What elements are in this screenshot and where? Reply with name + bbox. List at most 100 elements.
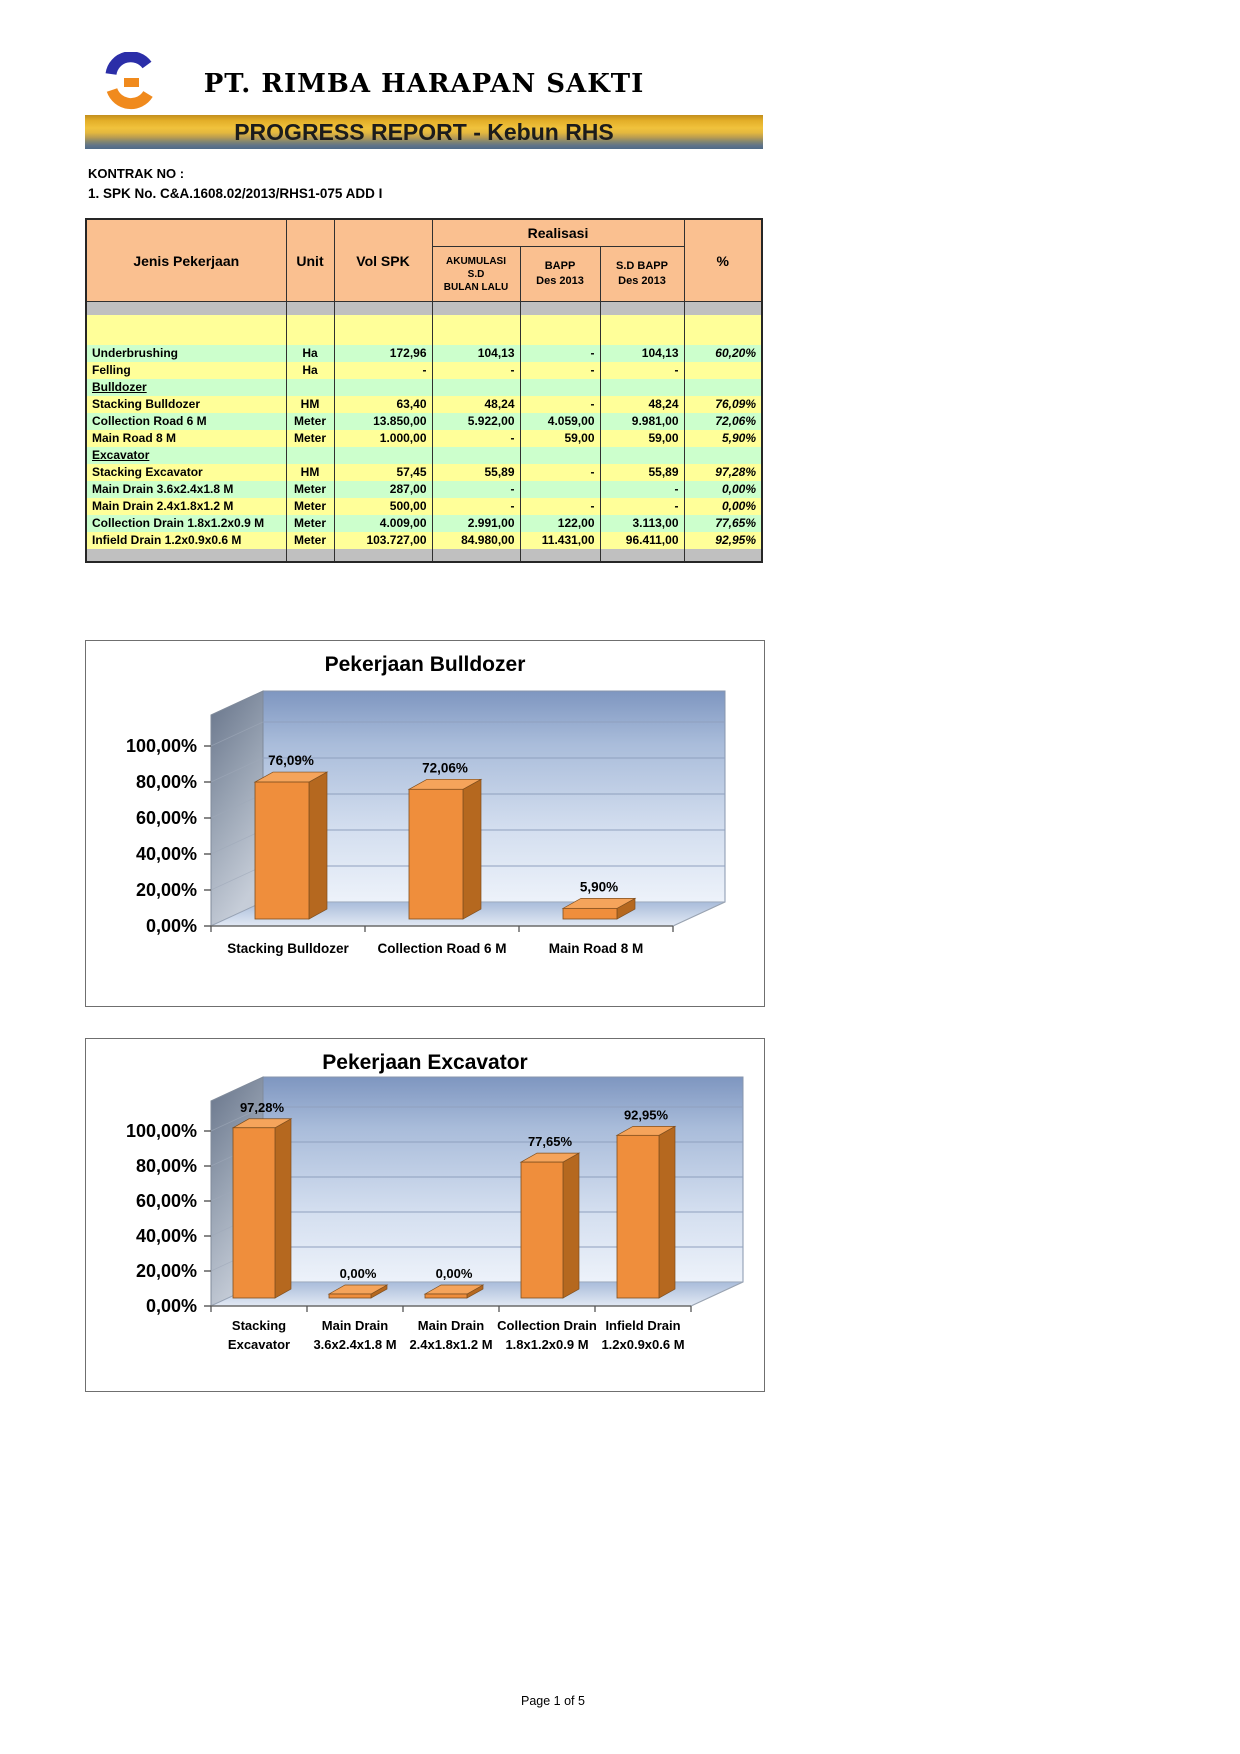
svg-text:Main Drain: Main Drain <box>322 1318 389 1333</box>
cell: Meter <box>285 497 335 515</box>
col-header-jenis-pekerjaan: Jenis Pekerjaan <box>85 218 287 302</box>
cell: Stacking Bulldozer <box>85 395 287 413</box>
report-banner: PROGRESS REPORT - Kebun RHS <box>85 115 763 149</box>
cell <box>519 378 601 396</box>
table-row: Underbrushing Ha 172,96 104,13-104,13 60,20% <box>85 344 763 362</box>
cell <box>285 446 335 464</box>
cell: Excavator <box>85 446 287 464</box>
svg-text:100,00%: 100,00% <box>126 1121 197 1141</box>
svg-text:Main Drain: Main Drain <box>418 1318 485 1333</box>
bar: 97,28% <box>231 1100 293 1299</box>
cell <box>431 548 521 562</box>
bar: 77,65% <box>519 1134 581 1299</box>
cell: Meter <box>285 514 335 532</box>
cell: 4.059,00 <box>519 412 601 430</box>
cell: - <box>599 361 685 379</box>
table-row: Main Road 8 M Meter 1.000,00-59,00 59,00 5,9… <box>85 429 763 447</box>
cell: Stacking Excavator <box>85 463 287 481</box>
cell: Ha <box>285 361 335 379</box>
excavator-chart-canvas: 0,00% 20,00% 40,00% 60,00% 80,00% 100,00% 97,2… <box>126 1076 744 1352</box>
bar-value-label: 0,00% <box>340 1266 377 1281</box>
cell <box>333 446 433 464</box>
cell: 2.991,00 <box>431 514 521 532</box>
cell: 122,00 <box>519 514 601 532</box>
cell: - <box>431 361 521 379</box>
bar: 76,09% <box>253 753 329 920</box>
table-row: Felling Ha - - - - <box>85 361 763 379</box>
svg-text:80,00%: 80,00% <box>136 772 197 792</box>
cell: Meter <box>285 480 335 498</box>
bulldozer-chart-canvas: 0,00% 20,00% 40,00% 60,00% 80,00% 100,00% 76,0… <box>126 690 726 956</box>
bulldozer-chart: 0,00% 20,00% 40,00% 60,00% 80,00% 100,00% 76,0… <box>85 640 765 1007</box>
cell: 0,00% <box>683 480 763 498</box>
cell: 59,00 <box>519 429 601 447</box>
col-header-realisasi: Realisasi <box>431 218 685 247</box>
col-header-vol-spk: Vol SPK <box>333 218 433 302</box>
spacer-row <box>85 301 763 315</box>
cell: 96.411,00 <box>599 531 685 549</box>
cell <box>599 301 685 315</box>
cell <box>431 314 521 345</box>
cell: 103.727,00 <box>333 531 433 549</box>
cell: 77,65% <box>683 514 763 532</box>
svg-text:Collection Drain: Collection Drain <box>497 1318 597 1333</box>
svg-text:100,00%: 100,00% <box>126 736 197 756</box>
cell <box>683 446 763 464</box>
bar-value-label: 92,95% <box>624 1107 669 1122</box>
bar: 5,90% <box>561 879 637 920</box>
svg-text:Stacking Bulldozer: Stacking Bulldozer <box>227 941 349 956</box>
svg-text:3.6x2.4x1.8 M: 3.6x2.4x1.8 M <box>313 1337 396 1352</box>
svg-text:1.2x0.9x0.6 M: 1.2x0.9x0.6 M <box>601 1337 684 1352</box>
cell: - <box>431 480 521 498</box>
cell <box>683 361 763 379</box>
cell: - <box>519 497 601 515</box>
table-row: Main Drain 3.6x2.4x1.8 M Meter 287,00- -0,0… <box>85 480 763 498</box>
cell: 57,45 <box>333 463 433 481</box>
table-row <box>85 314 763 345</box>
cell: - <box>431 429 521 447</box>
cell: - <box>333 361 433 379</box>
kontrak-number: 1. SPK No. C&A.1608.02/2013/RHS1-075 ADD… <box>88 186 383 201</box>
svg-text:2.4x1.8x1.2 M: 2.4x1.8x1.2 M <box>409 1337 492 1352</box>
cell: - <box>519 395 601 413</box>
cell: 55,89 <box>431 463 521 481</box>
cell <box>599 446 685 464</box>
cell: HM <box>285 463 335 481</box>
cell <box>599 314 685 345</box>
table-row: Bulldozer <box>85 378 763 396</box>
category-axis <box>210 1281 744 1312</box>
col-header-percent: % <box>683 218 763 302</box>
category-axis <box>210 901 726 932</box>
cell: Infield Drain 1.2x0.9x0.6 M <box>85 531 287 549</box>
cell: 5,90% <box>683 429 763 447</box>
bar: 0,00% <box>327 1266 389 1299</box>
cell: - <box>519 361 601 379</box>
cell: 9.981,00 <box>599 412 685 430</box>
cell <box>285 314 335 345</box>
svg-text:Stacking: Stacking <box>232 1318 286 1333</box>
cell <box>519 548 601 562</box>
svg-text:Collection Road 6 M: Collection Road 6 M <box>377 941 506 956</box>
company-title: PT. RIMBA HARAPAN SAKTI <box>203 69 645 99</box>
bar-value-label: 77,65% <box>528 1134 573 1149</box>
cell: 59,00 <box>599 429 685 447</box>
cell <box>431 378 521 396</box>
svg-text:60,00%: 60,00% <box>136 808 197 828</box>
cell: 72,06% <box>683 412 763 430</box>
cell: - <box>519 463 601 481</box>
cell: 63,40 <box>333 395 433 413</box>
bar-value-label: 72,06% <box>422 760 468 775</box>
cell: 3.113,00 <box>599 514 685 532</box>
cell <box>519 301 601 315</box>
y-axis: 0,00% 20,00% 40,00% 60,00% 80,00% 100,00% <box>126 1121 211 1316</box>
cell <box>285 378 335 396</box>
cell: 104,13 <box>599 344 685 362</box>
company-logo-icon <box>105 52 153 110</box>
bar: 72,06% <box>407 760 483 920</box>
svg-text:0,00%: 0,00% <box>146 1296 197 1316</box>
col-header-sd-bapp: S.D BAPP Des 2013 <box>599 246 685 302</box>
cell: Meter <box>285 531 335 549</box>
cell: - <box>599 480 685 498</box>
svg-text:Main Road 8 M: Main Road 8 M <box>549 941 644 956</box>
svg-text:40,00%: 40,00% <box>136 844 197 864</box>
